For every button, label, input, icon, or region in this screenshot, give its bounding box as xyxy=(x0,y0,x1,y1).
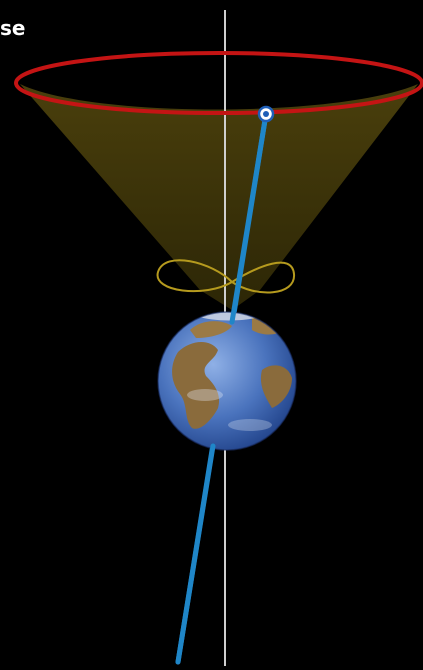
cropped-title-text: se xyxy=(0,16,26,40)
axis-tip-marker-dot xyxy=(263,111,269,117)
rotation-axis-upper xyxy=(229,111,269,325)
precession-circle xyxy=(14,51,423,115)
nutation-loop xyxy=(156,259,296,294)
precession-cone xyxy=(20,84,418,310)
earth-globe-icon xyxy=(157,311,297,451)
rotation-axis-lower xyxy=(175,443,216,665)
